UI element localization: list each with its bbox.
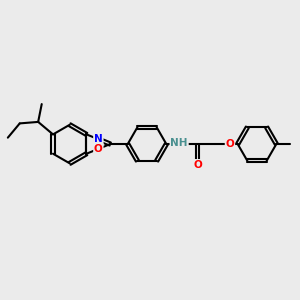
Text: O: O <box>226 139 234 149</box>
Text: N: N <box>94 134 103 144</box>
Text: NH: NH <box>170 139 188 148</box>
Text: O: O <box>94 144 103 154</box>
Text: O: O <box>193 160 202 170</box>
